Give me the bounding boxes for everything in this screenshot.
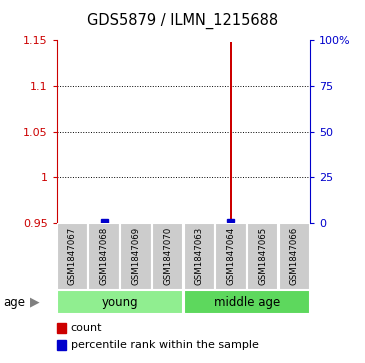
Text: GSM1847064: GSM1847064	[226, 227, 235, 285]
Text: ▶: ▶	[30, 295, 39, 309]
Text: GSM1847065: GSM1847065	[258, 227, 267, 285]
Bar	[279, 223, 310, 290]
Text: age: age	[4, 295, 26, 309]
Text: count: count	[70, 323, 102, 333]
Bar	[247, 223, 278, 290]
Text: GSM1847066: GSM1847066	[290, 227, 299, 285]
Bar	[57, 223, 88, 290]
Text: percentile rank within the sample: percentile rank within the sample	[70, 340, 258, 350]
Bar	[57, 340, 66, 350]
Bar	[57, 323, 66, 333]
Bar	[227, 219, 234, 222]
Bar	[101, 222, 108, 224]
Bar	[101, 219, 108, 222]
Text: GSM1847063: GSM1847063	[195, 227, 204, 285]
Text: GDS5879 / ILMN_1215688: GDS5879 / ILMN_1215688	[87, 13, 278, 29]
Text: GSM1847068: GSM1847068	[100, 227, 109, 285]
Bar	[88, 223, 120, 290]
Bar	[57, 290, 183, 314]
Bar	[215, 223, 247, 290]
Text: young: young	[102, 296, 138, 309]
Bar	[120, 223, 151, 290]
Text: GSM1847067: GSM1847067	[68, 227, 77, 285]
Bar	[184, 223, 215, 290]
Bar	[184, 290, 310, 314]
Text: GSM1847069: GSM1847069	[131, 227, 141, 285]
Text: GSM1847070: GSM1847070	[163, 227, 172, 285]
Text: middle age: middle age	[214, 296, 280, 309]
Bar	[230, 42, 232, 223]
Bar	[152, 223, 183, 290]
